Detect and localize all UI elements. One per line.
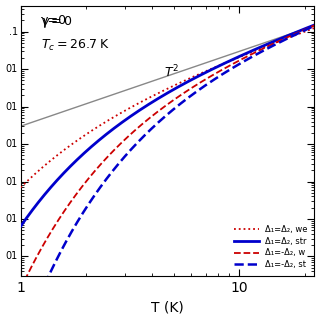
Legend: Δ₁=Δ₂, we, Δ₁=Δ₂, str, Δ₁=-Δ₂, w, Δ₁=-Δ₂, st: Δ₁=Δ₂, we, Δ₁=Δ₂, str, Δ₁=-Δ₂, w, Δ₁=-Δ₂… bbox=[231, 222, 310, 272]
Text: 01: 01 bbox=[5, 139, 18, 149]
Text: 01: 01 bbox=[5, 177, 18, 187]
Text: 01: 01 bbox=[5, 214, 18, 224]
Text: γ=0: γ=0 bbox=[41, 14, 67, 27]
Text: $T^2$: $T^2$ bbox=[164, 64, 179, 81]
Text: $\gamma=0$: $\gamma=0$ bbox=[41, 14, 73, 30]
Text: .1: .1 bbox=[9, 27, 18, 37]
Text: 01: 01 bbox=[5, 64, 18, 74]
X-axis label: T (K): T (K) bbox=[151, 300, 184, 315]
Text: 01: 01 bbox=[5, 252, 18, 261]
Text: 01: 01 bbox=[5, 102, 18, 112]
Text: $T_c=26.7$ K: $T_c=26.7$ K bbox=[41, 38, 110, 53]
